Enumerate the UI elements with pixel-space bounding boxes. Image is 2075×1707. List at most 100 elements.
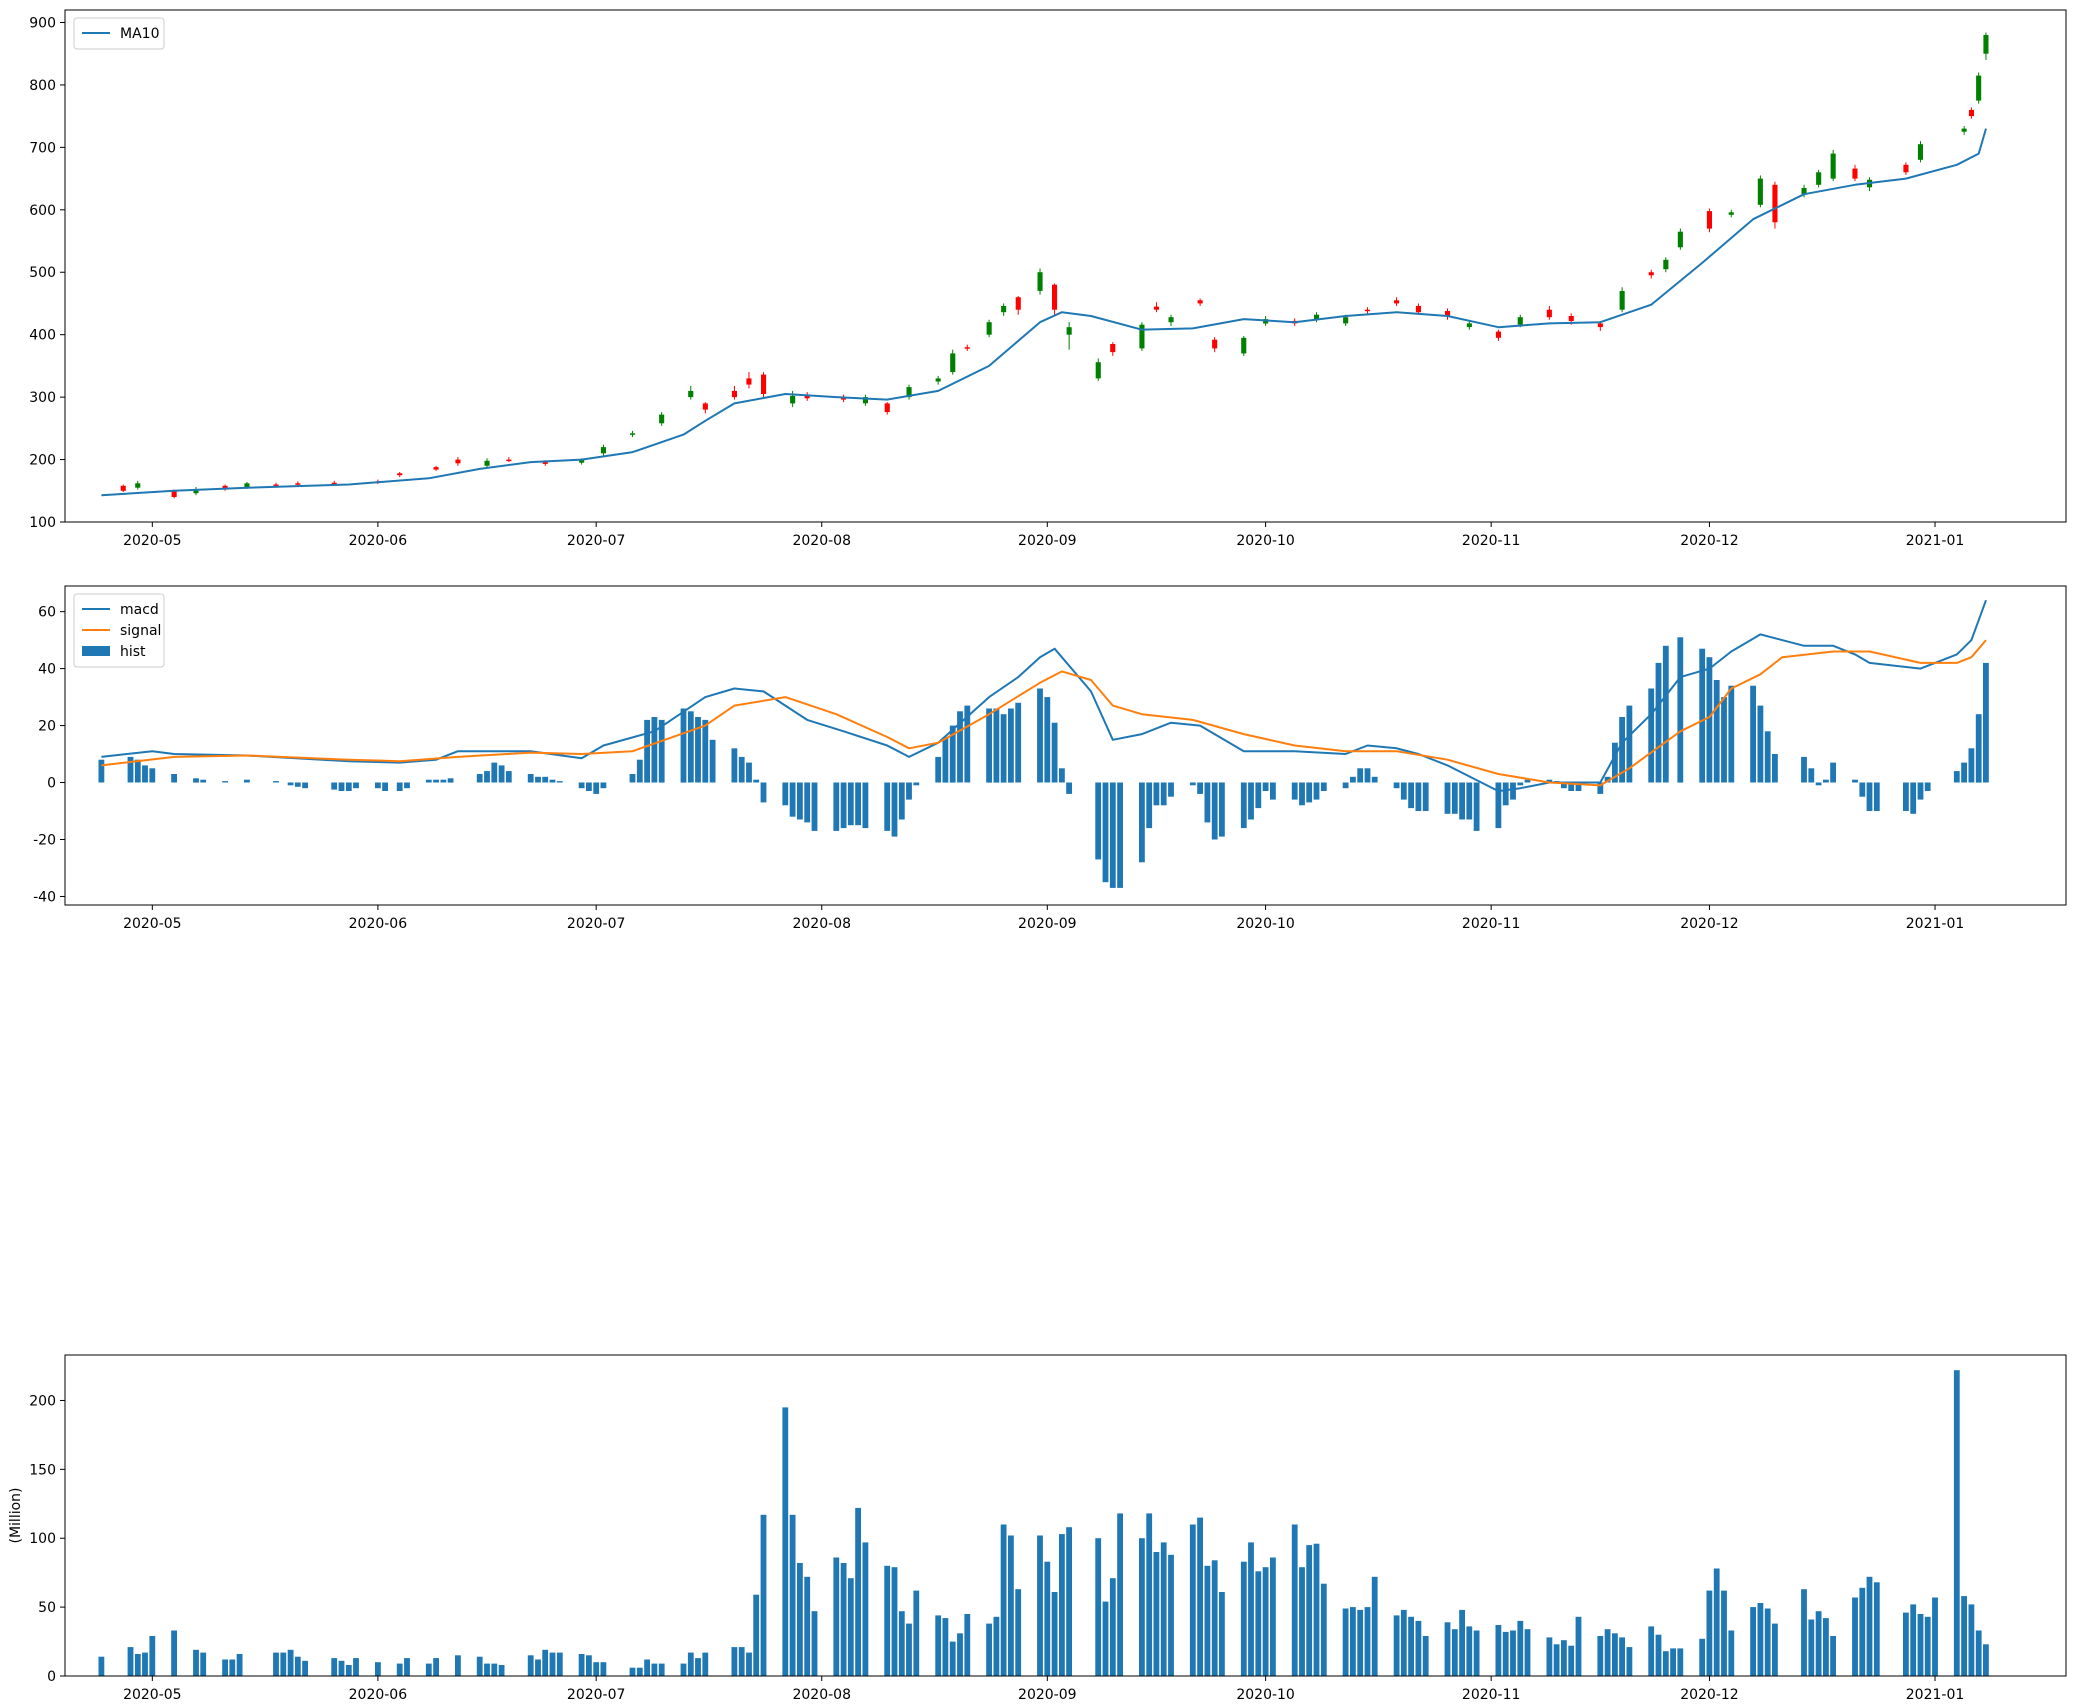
hist-bar	[949, 725, 956, 783]
hist-bar	[1917, 782, 1924, 800]
volume-bar	[1240, 1561, 1247, 1676]
hist-bar	[1357, 768, 1364, 783]
volume-bar	[1393, 1615, 1400, 1676]
volume-bar	[142, 1652, 148, 1676]
candle-body	[1968, 109, 1974, 117]
volume-bar	[1095, 1538, 1102, 1676]
candle-body	[1597, 323, 1603, 328]
volume-bar	[1473, 1630, 1480, 1676]
candle-body	[1153, 306, 1159, 310]
volume-bar	[1597, 1636, 1604, 1676]
legend-label: MA10	[120, 26, 159, 42]
volume-bar	[913, 1590, 920, 1676]
volume-bar	[404, 1658, 410, 1676]
volume-bar	[455, 1655, 461, 1676]
hist-bar	[964, 705, 971, 783]
hist-bar	[913, 782, 920, 786]
hist-bar	[898, 782, 905, 820]
hist-bar	[549, 779, 556, 783]
volume-bar	[1561, 1640, 1567, 1676]
candle-body	[1648, 272, 1654, 276]
x-tick-label: 2021-01	[1906, 1687, 1965, 1703]
hist-bar	[1219, 782, 1225, 837]
y-tick-label: 100	[29, 1531, 56, 1547]
volume-bar	[527, 1655, 534, 1676]
volume-bar	[1495, 1625, 1502, 1676]
hist-bar	[1648, 688, 1655, 783]
volume-bar	[1502, 1631, 1509, 1676]
candle-body	[731, 390, 737, 398]
volume-bar	[484, 1663, 490, 1676]
volume-bar	[1510, 1630, 1516, 1676]
hist-bar	[1451, 782, 1458, 814]
macd-line	[101, 599, 1987, 793]
y-tick-label: 700	[29, 140, 56, 156]
y-tick-label: 60	[38, 605, 56, 621]
volume-bar	[1153, 1552, 1160, 1676]
volume-bar	[833, 1557, 840, 1676]
hist-bar	[804, 782, 811, 823]
hist-bar	[651, 717, 658, 783]
hist-bar	[1772, 754, 1778, 783]
volume-bar	[353, 1658, 359, 1676]
volume-bar	[884, 1565, 891, 1676]
volume-bar	[1728, 1630, 1735, 1676]
y-tick-label: 0	[47, 776, 56, 792]
volume-bar	[273, 1652, 279, 1676]
x-tick-label: 2020-10	[1236, 916, 1295, 932]
hist-bar	[1168, 782, 1174, 797]
hist-bar	[433, 779, 439, 783]
candle-body	[950, 353, 956, 373]
candle-body	[1961, 128, 1967, 132]
volume-bar	[1051, 1592, 1058, 1676]
candle-body	[1976, 75, 1982, 101]
hist-bar	[1306, 782, 1313, 803]
volume-bar	[1983, 1644, 1989, 1676]
x-tick-label: 2020-11	[1462, 1687, 1521, 1703]
volume-bar	[331, 1658, 338, 1676]
hist-bar	[1961, 762, 1967, 783]
x-tick-label: 2020-09	[1018, 533, 1077, 549]
hist-bar	[593, 782, 600, 794]
hist-bar	[746, 762, 752, 783]
volume-bar	[1670, 1648, 1676, 1676]
volume-bar	[1422, 1636, 1429, 1676]
y-tick-label: 200	[29, 453, 56, 469]
hist-bar	[244, 779, 250, 783]
x-tick-label: 2020-12	[1680, 533, 1739, 549]
candle-body	[295, 483, 301, 485]
volume-bar	[193, 1649, 199, 1676]
hist-bar	[935, 756, 942, 783]
candle-body	[1466, 323, 1472, 328]
hist-bar	[760, 782, 767, 803]
x-tick-label: 2020-05	[123, 533, 182, 549]
volume-bar	[1262, 1567, 1269, 1676]
candle-body	[484, 460, 490, 466]
x-tick-label: 2020-09	[1018, 1687, 1077, 1703]
candle-body	[244, 483, 250, 488]
volume-bar	[1357, 1609, 1364, 1676]
x-tick-label: 2020-06	[349, 1687, 408, 1703]
hist-bar	[484, 771, 490, 783]
hist-bar	[644, 719, 650, 783]
hist-bar	[1823, 779, 1829, 783]
volume-bar	[1146, 1513, 1153, 1676]
volume-bar	[993, 1616, 1000, 1676]
hist-bar	[1699, 648, 1706, 783]
hist-bar	[1604, 776, 1611, 783]
plot-frame	[64, 585, 2067, 906]
volume-bar	[1764, 1608, 1771, 1676]
volume-bar	[1117, 1513, 1123, 1676]
hist-bar	[396, 782, 403, 791]
x-tick-label: 2020-10	[1236, 533, 1295, 549]
volume-bar	[287, 1649, 294, 1676]
hist-bar	[1240, 782, 1247, 829]
hist-bar	[171, 774, 177, 783]
candle-body	[1852, 168, 1858, 179]
volume-bar	[498, 1665, 505, 1676]
hist-bar	[491, 762, 498, 783]
legend-swatch	[82, 646, 110, 656]
hist-bar	[738, 756, 745, 783]
volume-bar	[236, 1654, 243, 1676]
candle-body	[1728, 212, 1734, 215]
